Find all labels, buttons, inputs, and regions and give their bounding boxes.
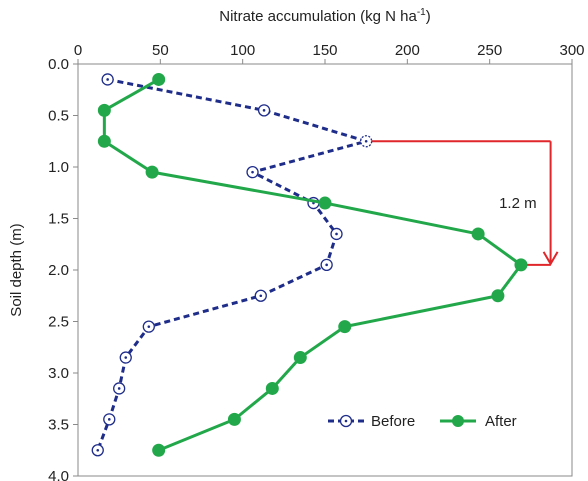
y-tick-label: 1.0 xyxy=(48,159,69,176)
x-tick-label: 0 xyxy=(74,42,82,59)
series-before xyxy=(91,73,373,457)
legend-item-after: After xyxy=(440,413,517,430)
data-point-after xyxy=(152,72,166,86)
legend-swatch-dot xyxy=(344,419,348,423)
y-tick-label: 1.5 xyxy=(48,211,69,228)
y-tick-label: 2.0 xyxy=(48,262,69,279)
data-point-after xyxy=(338,320,352,334)
legend-swatch-marker xyxy=(452,415,464,427)
data-point-dot xyxy=(147,325,151,328)
data-point-dot xyxy=(262,109,266,112)
legend-item-before: Before xyxy=(328,413,415,430)
x-tick-label: 150 xyxy=(312,42,337,59)
x-tick-label: 200 xyxy=(395,42,420,59)
y-tick-label: 4.0 xyxy=(48,468,69,481)
legend-label: After xyxy=(485,413,517,430)
data-point-after xyxy=(145,165,159,179)
y-tick-label: 0.5 xyxy=(48,108,69,125)
data-point-after xyxy=(97,134,111,148)
data-point-dot xyxy=(117,387,121,390)
x-axis-label: Nitrate accumulation (kg N ha-1) xyxy=(219,7,431,25)
x-tick-label: 50 xyxy=(152,42,169,59)
data-point-after xyxy=(97,103,111,117)
x-tick-label: 250 xyxy=(477,42,502,59)
annotation-arrow-head xyxy=(542,251,559,266)
data-point-dot xyxy=(335,232,338,236)
x-axis-label-text: Nitrate accumulation (kg N ha xyxy=(219,8,417,25)
y-axis-label: Soil depth (m) xyxy=(8,223,25,316)
data-point-after xyxy=(471,227,485,241)
y-tick-label: 3.0 xyxy=(48,365,69,382)
x-tick-label: 100 xyxy=(230,42,255,59)
data-point-dot xyxy=(96,448,100,452)
depth-shift-annotation: 1.2 m xyxy=(366,140,559,266)
legend-label: Before xyxy=(371,413,415,430)
tick-labels: 0 50 100 150 200 250 300 0.0 0.5 1.0 1.5 2.0 2.5 3.0 3… xyxy=(48,42,584,481)
data-point-after xyxy=(293,351,307,365)
x-axis-label-sup: -1 xyxy=(417,7,426,18)
y-tick-label: 2.5 xyxy=(48,314,69,331)
annotation-label: 1.2 m xyxy=(499,195,537,212)
data-point-dot xyxy=(251,170,254,174)
data-point-after xyxy=(514,258,528,272)
data-point-after xyxy=(491,289,505,303)
y-tick-label: 3.5 xyxy=(48,417,69,434)
data-point-dot xyxy=(364,139,368,143)
data-point-dot xyxy=(325,263,328,267)
series-line-after xyxy=(102,78,523,452)
data-point-dot xyxy=(259,294,263,298)
tick-marks xyxy=(73,59,573,477)
data-point-dot xyxy=(106,78,109,81)
data-point-after xyxy=(318,196,332,210)
x-tick-label: 300 xyxy=(559,42,584,59)
series-after xyxy=(97,72,528,457)
data-point-after xyxy=(152,443,166,457)
x-axis-label-close: ) xyxy=(426,8,431,25)
series-layer xyxy=(91,72,528,457)
data-point-dot xyxy=(107,418,111,421)
data-point-after xyxy=(227,412,241,426)
legend: Before After xyxy=(328,413,517,430)
data-point-after xyxy=(265,381,279,395)
y-tick-label: 0.0 xyxy=(48,56,69,73)
data-point-dot xyxy=(124,356,128,359)
